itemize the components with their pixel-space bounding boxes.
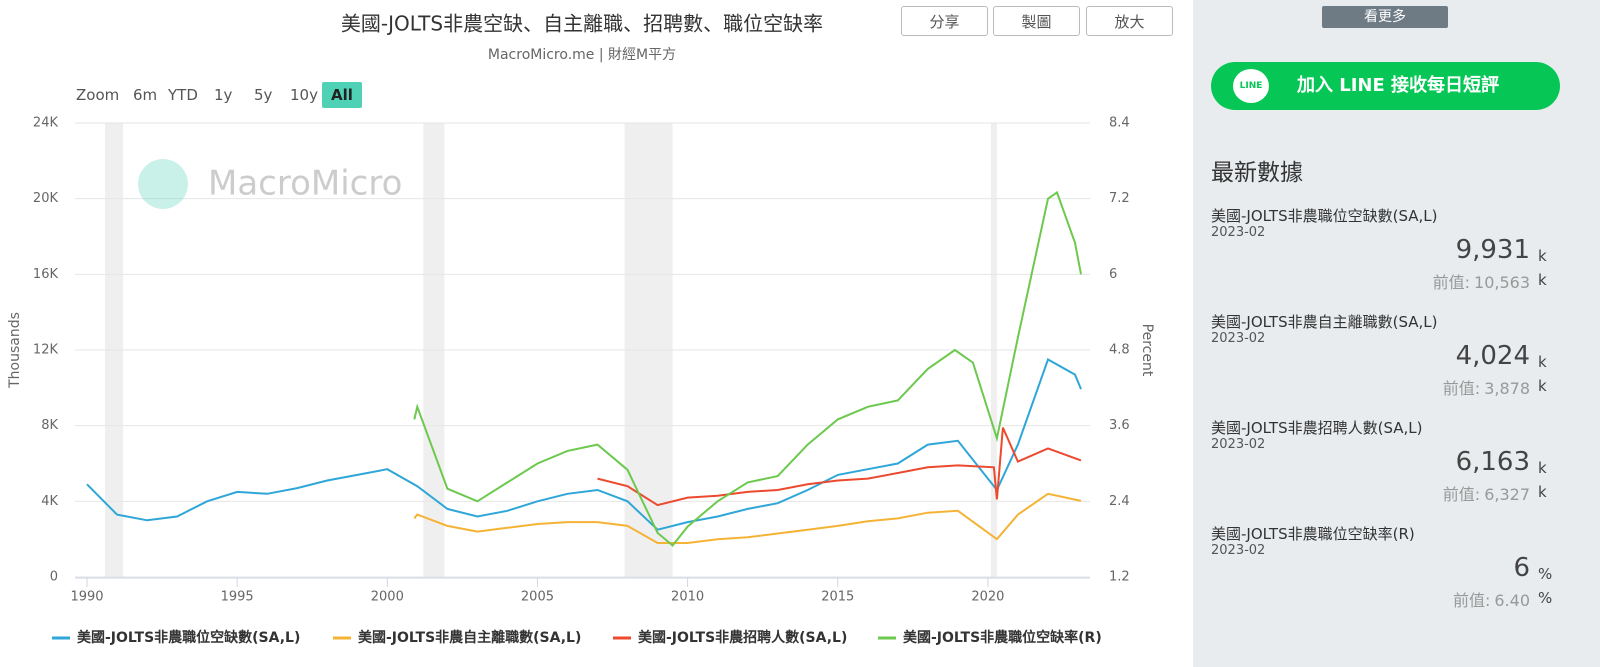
x-tick-label: 2020 — [971, 590, 1004, 605]
item-unit: % — [1538, 589, 1553, 607]
chart-subtitle: MacroMicro.me | 財經M平方 — [488, 47, 676, 63]
prev-label: 前值: — [1442, 485, 1481, 504]
button-label[interactable]: 製圖 — [1021, 12, 1052, 31]
item-unit: k — [1538, 483, 1547, 501]
y-tick-label: 16K — [33, 267, 59, 282]
chart-title: 美國-JOLTS非農空缺、自主離職、招聘數、職位空缺率 — [341, 12, 823, 36]
x-tick-label: 2000 — [371, 590, 404, 605]
more-button[interactable]: 看更多 — [1322, 6, 1448, 28]
y-tick-label: 20K — [33, 191, 59, 206]
x-tick-label: 1990 — [70, 590, 103, 605]
zoom-label: Zoom — [76, 86, 120, 104]
item-value: 6 — [1513, 553, 1530, 583]
item-value: 6,163 — [1455, 447, 1530, 477]
item-unit: k — [1538, 271, 1547, 289]
x-tick-label: 2005 — [521, 590, 554, 605]
series-line — [413, 492, 1082, 544]
item-date: 2023-02 — [1211, 437, 1266, 452]
prev-value: 10,563 — [1474, 273, 1530, 292]
y2-tick-label: 6 — [1109, 267, 1117, 282]
y2-tick-label: 2.4 — [1109, 494, 1130, 509]
y2-tick-label: 7.2 — [1109, 191, 1130, 206]
sidebar: 看更多 LINE 加入 LINE 接收每日短評 最新數據 美國-JOLTS非農職… — [1193, 0, 1600, 667]
x-tick-label: 2015 — [821, 590, 854, 605]
share-button[interactable]: 分享 — [901, 6, 988, 36]
x-tick-label: 1995 — [221, 590, 254, 605]
item-name: 美國-JOLTS非農職位空缺數(SA,L) — [1211, 207, 1438, 225]
y-tick-label: 12K — [33, 343, 59, 358]
range-option[interactable]: 1y — [214, 86, 233, 104]
legend-label[interactable]: 美國-JOLTS非農招聘人數(SA,L) — [638, 629, 847, 646]
item-unit: k — [1538, 353, 1547, 371]
y2-tick-label: 3.6 — [1109, 418, 1130, 433]
zoom-button[interactable]: 放大 — [1086, 6, 1173, 36]
range-option[interactable]: 6m — [133, 86, 158, 104]
item-name: 美國-JOLTS非農招聘人數(SA,L) — [1211, 419, 1423, 437]
y2-tick-label: 1.2 — [1109, 570, 1130, 585]
item-value: 4,024 — [1455, 341, 1530, 371]
prev-value: 6.40 — [1494, 591, 1530, 610]
y2-axis-title: Percent — [1139, 324, 1155, 377]
y-tick-label: 0 — [50, 570, 58, 585]
prev-value: 3,878 — [1484, 379, 1530, 398]
prev-label: 前值: — [1442, 379, 1481, 398]
y-tick-label: 4K — [41, 494, 58, 509]
range-option[interactable]: 10y — [290, 86, 318, 104]
chart-button[interactable]: 製圖 — [993, 6, 1080, 36]
legend-label[interactable]: 美國-JOLTS非農職位空缺數(SA,L) — [77, 629, 300, 646]
prev-value: 6,327 — [1484, 485, 1530, 504]
series-line — [597, 427, 1082, 507]
item-date: 2023-02 — [1211, 225, 1266, 240]
y-tick-label: 24K — [33, 116, 59, 131]
range-option[interactable]: 5y — [254, 86, 273, 104]
series-line — [86, 358, 1082, 531]
line-logo: LINE — [1233, 69, 1269, 103]
item-unit: % — [1538, 565, 1553, 583]
y2-tick-label: 4.8 — [1109, 343, 1130, 358]
y2-tick-label: 8.4 — [1109, 116, 1130, 131]
y-tick-label: 8K — [41, 418, 58, 433]
item-name: 美國-JOLTS非農職位空缺率(R) — [1211, 525, 1415, 543]
item-previous: 前值: 6,327 — [1443, 481, 1530, 505]
item-previous: 前值: 3,878 — [1443, 375, 1530, 399]
prev-label: 前值: — [1432, 273, 1471, 292]
legend-label[interactable]: 美國-JOLTS非農職位空缺率(R) — [903, 629, 1102, 646]
x-tick-label: 2010 — [671, 590, 704, 605]
y-axis-title: Thousands — [7, 312, 23, 389]
legend-label[interactable]: 美國-JOLTS非農自主離職數(SA,L) — [358, 629, 581, 646]
range-option[interactable]: All — [322, 82, 362, 108]
item-name: 美國-JOLTS非農自主離職數(SA,L) — [1211, 313, 1438, 331]
line-button[interactable]: LINE 加入 LINE 接收每日短評 — [1211, 62, 1560, 110]
button-label[interactable]: 分享 — [929, 12, 960, 31]
plot-background — [75, 122, 1090, 578]
line-button-label[interactable]: 加入 LINE 接收每日短評 — [1297, 75, 1500, 96]
series-line — [413, 190, 1082, 547]
chart: 美國-JOLTS非農空缺、自主離職、招聘數、職位空缺率 MacroMicro.m… — [7, 12, 1155, 647]
button-label[interactable]: 放大 — [1114, 12, 1145, 31]
range-option[interactable]: YTD — [168, 86, 198, 104]
prev-label: 前值: — [1452, 591, 1491, 610]
item-value: 9,931 — [1455, 235, 1530, 265]
item-previous: 前值: 10,563 — [1433, 269, 1530, 293]
item-date: 2023-02 — [1211, 543, 1266, 558]
item-unit: k — [1538, 377, 1547, 395]
watermark: MacroMicro — [208, 164, 402, 204]
item-date: 2023-02 — [1211, 331, 1266, 346]
sidebar-heading: 最新數據 — [1211, 160, 1303, 186]
item-unit: k — [1538, 459, 1547, 477]
item-previous: 前值: 6.40 — [1453, 587, 1530, 611]
item-unit: k — [1538, 247, 1547, 265]
watermark-logo — [138, 159, 188, 209]
